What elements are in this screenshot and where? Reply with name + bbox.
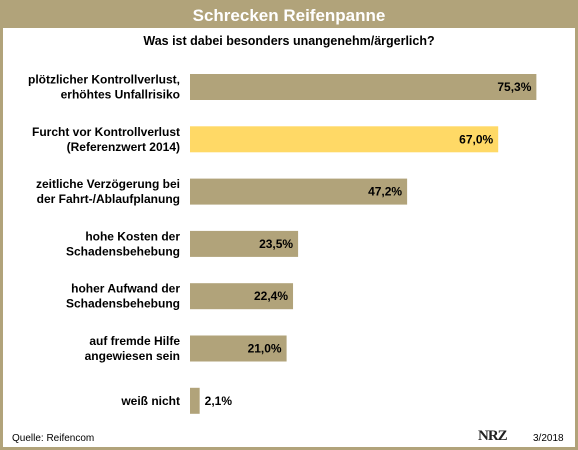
category-label-line: hohe Kosten der <box>85 229 180 243</box>
category-label-1: Furcht vor Kontrollverlust (Referenzwert … <box>32 125 180 154</box>
category-label-line: auf fremde Hilfe <box>89 334 180 348</box>
bar-value-label-6: 2,1% <box>205 394 233 408</box>
category-label-line: Furcht vor Kontrollverlust <box>32 125 180 139</box>
category-label-line: Schadensbehebung <box>66 244 180 258</box>
category-label-3: hohe Kosten der Schadensbehebung <box>66 229 180 258</box>
category-label-line: plötzlicher Kontrollverlust, <box>28 73 180 87</box>
bar-3 <box>190 230 299 257</box>
category-label-line: erhöhtes Unfallrisiko <box>61 88 180 102</box>
category-label-5: auf fremde Hilfe angewiesen sein <box>85 334 181 363</box>
category-label-4: hoher Aufwand der Schadensbehebung <box>66 282 180 311</box>
bar-value-label-3: 23,5% <box>259 237 293 251</box>
bar-0 <box>190 74 537 100</box>
bar-value-label-1: 67,0% <box>459 132 493 146</box>
source-note: Quelle: Reifencom <box>12 433 95 444</box>
bar-5 <box>190 335 287 362</box>
bar-value-label-4: 22,4% <box>254 289 288 303</box>
publication-date: 3/2018 <box>533 433 564 444</box>
category-label-line: zeitliche Verzögerung bei <box>36 177 180 191</box>
bar-value-label-0: 75,3% <box>497 80 531 94</box>
category-label-line: Schadensbehebung <box>66 297 180 311</box>
bar-2 <box>190 178 408 205</box>
bar-6 <box>190 387 200 414</box>
category-label-2: zeitliche Verzögerung bei der Fahrt-/Abla… <box>36 177 180 206</box>
category-label-line: angewiesen sein <box>85 349 180 363</box>
bar-1 <box>190 126 499 153</box>
category-label-line: der Fahrt-/Ablaufplanung <box>37 192 180 206</box>
bar-value-label-2: 47,2% <box>368 185 402 199</box>
category-label-line: (Referenzwert 2014) <box>67 140 180 154</box>
publisher-logo: NRZ <box>478 428 508 444</box>
chart-subtitle: Was ist dabei besonders unangenehm/ärger… <box>143 34 435 48</box>
chart-title: Schrecken Reifenpanne <box>3 3 575 28</box>
category-label-line: weiß nicht <box>120 394 180 408</box>
category-label-line: hoher Aufwand der <box>71 282 180 296</box>
bar-4 <box>190 283 294 310</box>
category-label-6: weiß nicht <box>120 394 180 408</box>
category-label-0: plötzlicher Kontrollverlust, erhöhtes Unf… <box>28 73 180 102</box>
bar-value-label-5: 21,0% <box>248 342 282 356</box>
